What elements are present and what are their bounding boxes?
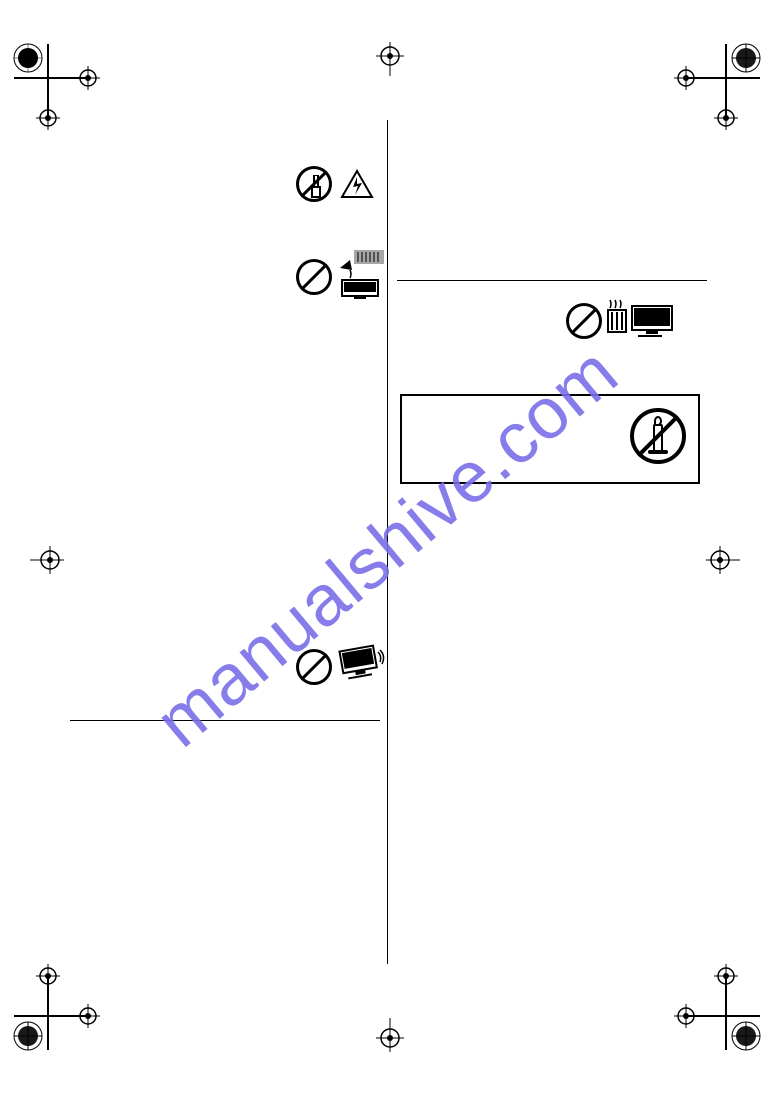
no-open-flame-icon xyxy=(630,408,686,464)
crop-mark-br xyxy=(674,964,764,1054)
crop-mark-right-mid xyxy=(700,540,740,580)
no-tip-tv-icon xyxy=(296,642,386,691)
manual-page: manualshive.com xyxy=(0,0,774,1094)
water-drip-tv-icon xyxy=(336,248,388,305)
no-radiator-near-tv-icon xyxy=(566,296,676,345)
open-flame-warning-box xyxy=(400,394,700,484)
crop-mark-bottom-center xyxy=(370,1018,410,1058)
column-divider xyxy=(387,120,388,964)
shock-hazard-icon xyxy=(340,169,374,199)
crop-mark-tl xyxy=(10,40,100,130)
tipping-tv-icon xyxy=(336,642,386,691)
no-water-drip-icon xyxy=(296,248,388,305)
radiator-tv-icon xyxy=(606,296,676,345)
section-rule-right xyxy=(397,280,707,281)
crop-mark-tr xyxy=(674,40,764,130)
no-disassemble-icon xyxy=(296,166,374,202)
crop-mark-top-center xyxy=(370,36,410,76)
section-rule-left xyxy=(70,720,380,721)
crop-mark-bl xyxy=(10,964,100,1054)
crop-mark-left-mid xyxy=(30,540,70,580)
